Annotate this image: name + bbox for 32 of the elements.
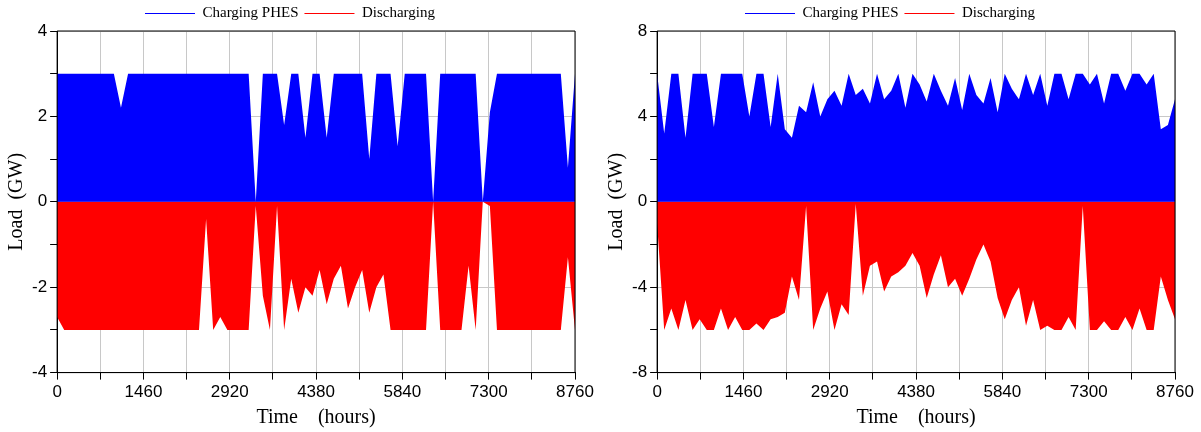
x-tick-label: 4380	[297, 382, 335, 402]
x-tick-label: 8760	[1156, 382, 1194, 402]
x-tick-label: 8760	[556, 382, 594, 402]
y-tick-label: -4	[631, 276, 648, 296]
y-axis-title: Load (GW)	[4, 152, 28, 251]
y-tick-label: -2	[31, 276, 48, 296]
y-tick-label: 0	[37, 191, 48, 211]
x-tick-label: 1460	[124, 382, 163, 402]
x-tick-label: 1460	[724, 382, 763, 402]
y-tick-label: -4	[31, 362, 48, 382]
x-axis-title: Time (hours)	[856, 405, 976, 429]
legend-label: Discharging	[361, 4, 436, 21]
y-tick-label: 4	[37, 20, 48, 40]
x-axis-title: Time (hours)	[256, 405, 376, 429]
x-tick-label: 2920	[210, 382, 249, 402]
y-tick-label: -8	[631, 362, 648, 382]
x-tick-label: 5840	[983, 382, 1022, 402]
y-tick-label: 4	[637, 106, 648, 126]
legend-label: Discharging	[961, 4, 1036, 21]
x-tick-label: 0	[52, 382, 62, 402]
x-tick-label: 4380	[897, 382, 935, 402]
x-tick-label: 7300	[1069, 382, 1108, 402]
legend-label: Charging PHES	[202, 4, 299, 21]
x-tick-label: 5840	[383, 382, 422, 402]
x-tick-label: 7300	[469, 382, 508, 402]
y-tick-label: 2	[37, 106, 48, 126]
x-tick-label: 0	[652, 382, 662, 402]
y-axis-title: Load (GW)	[604, 152, 628, 251]
y-tick-label: 8	[637, 20, 648, 40]
legend-label: Charging PHES	[802, 4, 899, 21]
y-tick-label: 0	[637, 191, 648, 211]
x-tick-label: 2920	[810, 382, 849, 402]
